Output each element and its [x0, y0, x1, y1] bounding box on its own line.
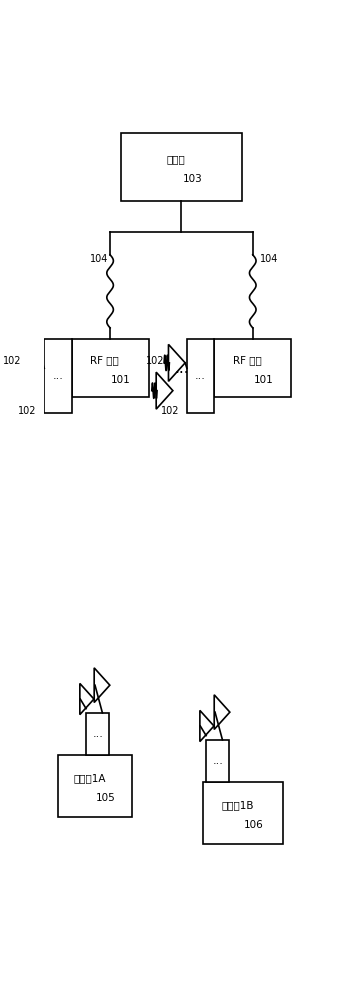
Text: 104: 104 [90, 254, 108, 264]
Text: ...: ... [195, 371, 206, 381]
Text: 104: 104 [259, 254, 278, 264]
Bar [187, 339, 215, 413]
Text: 终户端1A: 终户端1A [73, 773, 106, 783]
Bar [206, 740, 229, 782]
Text: RF 节点: RF 节点 [233, 356, 262, 366]
Text: RF 节点: RF 节点 [90, 356, 119, 366]
Text: ...: ... [92, 729, 103, 739]
Bar [215, 339, 291, 397]
Text: 102: 102 [161, 406, 179, 416]
Bar [86, 713, 109, 755]
Text: ...: ... [174, 361, 189, 376]
Bar [121, 133, 242, 201]
Text: 102: 102 [18, 406, 36, 416]
Text: 基站器: 基站器 [167, 154, 185, 164]
Bar [58, 755, 132, 817]
Bar [203, 782, 283, 844]
Text: 102: 102 [145, 356, 164, 366]
Text: 106: 106 [244, 820, 264, 830]
Text: ...: ... [52, 371, 63, 381]
Text: 101: 101 [111, 375, 131, 385]
Text: 105: 105 [96, 793, 116, 803]
Text: 101: 101 [254, 375, 274, 385]
Bar [72, 339, 149, 397]
Text: 终户端1B: 终户端1B [221, 800, 254, 810]
Bar [44, 339, 72, 413]
Text: 103: 103 [183, 174, 202, 184]
Text: ...: ... [212, 756, 223, 766]
Text: 102: 102 [3, 356, 22, 366]
